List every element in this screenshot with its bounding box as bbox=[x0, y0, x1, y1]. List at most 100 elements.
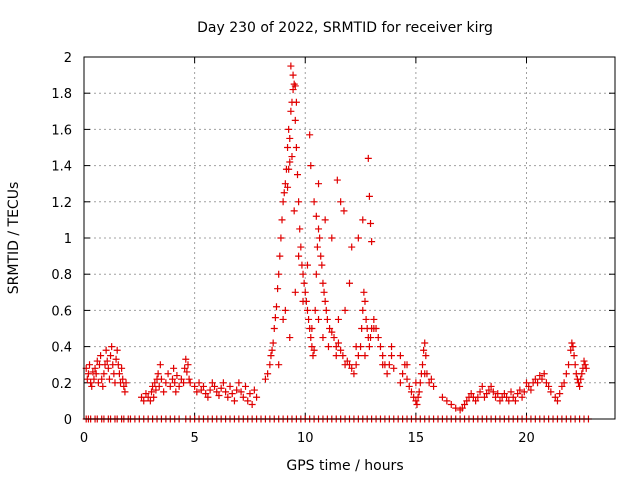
data-point bbox=[368, 238, 376, 246]
data-point bbox=[343, 357, 351, 365]
data-point bbox=[308, 325, 316, 332]
data-point bbox=[578, 370, 586, 378]
data-point bbox=[556, 390, 564, 398]
data-point bbox=[84, 370, 92, 378]
data-point bbox=[162, 379, 170, 387]
data-point bbox=[354, 234, 362, 242]
data-point bbox=[478, 382, 486, 390]
data-point bbox=[303, 261, 311, 269]
data-point bbox=[286, 158, 294, 166]
x-axis-label: GPS time / hours bbox=[286, 458, 403, 474]
y-tick-label: 0.4 bbox=[51, 341, 72, 356]
data-point bbox=[396, 379, 404, 387]
data-point bbox=[83, 375, 91, 383]
data-point bbox=[121, 388, 129, 396]
data-point bbox=[102, 346, 110, 354]
data-point bbox=[545, 382, 553, 390]
data-point bbox=[291, 288, 299, 296]
data-point bbox=[279, 315, 287, 323]
data-point bbox=[271, 314, 279, 322]
data-point bbox=[98, 375, 106, 383]
data-point bbox=[150, 393, 158, 401]
data-point bbox=[365, 343, 373, 351]
data-point bbox=[118, 364, 126, 372]
data-point bbox=[374, 334, 382, 342]
data-point bbox=[447, 401, 455, 409]
data-point bbox=[415, 388, 423, 396]
data-point bbox=[474, 393, 482, 401]
data-point bbox=[476, 388, 484, 396]
data-point bbox=[337, 198, 345, 206]
data-point bbox=[390, 364, 398, 372]
data-point bbox=[367, 334, 375, 342]
data-point bbox=[582, 364, 590, 372]
data-point bbox=[328, 328, 336, 336]
data-point bbox=[291, 116, 299, 124]
data-point bbox=[321, 216, 329, 224]
data-point bbox=[235, 379, 243, 387]
data-point bbox=[311, 306, 319, 314]
data-point bbox=[315, 225, 323, 233]
data-point bbox=[359, 306, 367, 314]
data-point bbox=[93, 357, 101, 365]
data-point bbox=[361, 297, 369, 305]
data-point bbox=[425, 379, 433, 387]
data-point bbox=[292, 144, 300, 151]
x-tick-label: 15 bbox=[408, 431, 425, 446]
data-point bbox=[113, 346, 121, 354]
data-point bbox=[403, 375, 411, 383]
data-point bbox=[267, 352, 275, 360]
data-point bbox=[152, 386, 160, 394]
data-point bbox=[279, 198, 287, 206]
data-point bbox=[312, 212, 320, 220]
data-point bbox=[574, 379, 582, 387]
data-point bbox=[518, 393, 526, 401]
data-point bbox=[367, 220, 375, 228]
data-point bbox=[140, 397, 148, 405]
data-points bbox=[82, 62, 592, 423]
data-point bbox=[403, 361, 411, 369]
data-point bbox=[310, 346, 318, 354]
data-point bbox=[334, 315, 342, 323]
data-point bbox=[326, 325, 334, 332]
data-point bbox=[244, 397, 252, 405]
data-point bbox=[569, 343, 577, 351]
data-point bbox=[297, 243, 305, 251]
data-point bbox=[301, 288, 309, 296]
data-point bbox=[421, 339, 429, 347]
data-point bbox=[138, 393, 146, 401]
data-point bbox=[295, 252, 303, 260]
data-point bbox=[285, 125, 293, 133]
data-point bbox=[540, 370, 548, 378]
data-point bbox=[352, 361, 360, 369]
data-point bbox=[560, 379, 568, 387]
x-tick-label: 20 bbox=[518, 431, 535, 446]
data-point bbox=[306, 131, 314, 139]
data-point bbox=[568, 339, 576, 347]
data-point bbox=[169, 375, 176, 383]
data-point bbox=[388, 352, 396, 360]
data-point bbox=[580, 357, 588, 365]
data-point bbox=[315, 315, 323, 323]
data-point bbox=[149, 382, 157, 390]
data-point bbox=[487, 382, 495, 390]
data-point bbox=[295, 198, 303, 206]
data-point bbox=[534, 379, 542, 387]
data-point bbox=[492, 393, 500, 401]
data-point bbox=[507, 388, 515, 396]
data-point bbox=[308, 343, 316, 351]
data-point bbox=[289, 71, 297, 79]
data-point bbox=[388, 343, 396, 351]
data-point bbox=[147, 388, 155, 396]
data-point bbox=[290, 207, 298, 215]
data-point bbox=[558, 382, 566, 390]
data-point bbox=[542, 379, 550, 387]
data-point bbox=[88, 382, 96, 390]
data-point bbox=[278, 216, 286, 224]
data-point bbox=[239, 393, 247, 401]
y-tick-label: 0.8 bbox=[51, 268, 72, 283]
data-point bbox=[421, 370, 429, 378]
data-point bbox=[289, 86, 297, 94]
data-point bbox=[430, 382, 438, 390]
data-point bbox=[242, 382, 250, 390]
